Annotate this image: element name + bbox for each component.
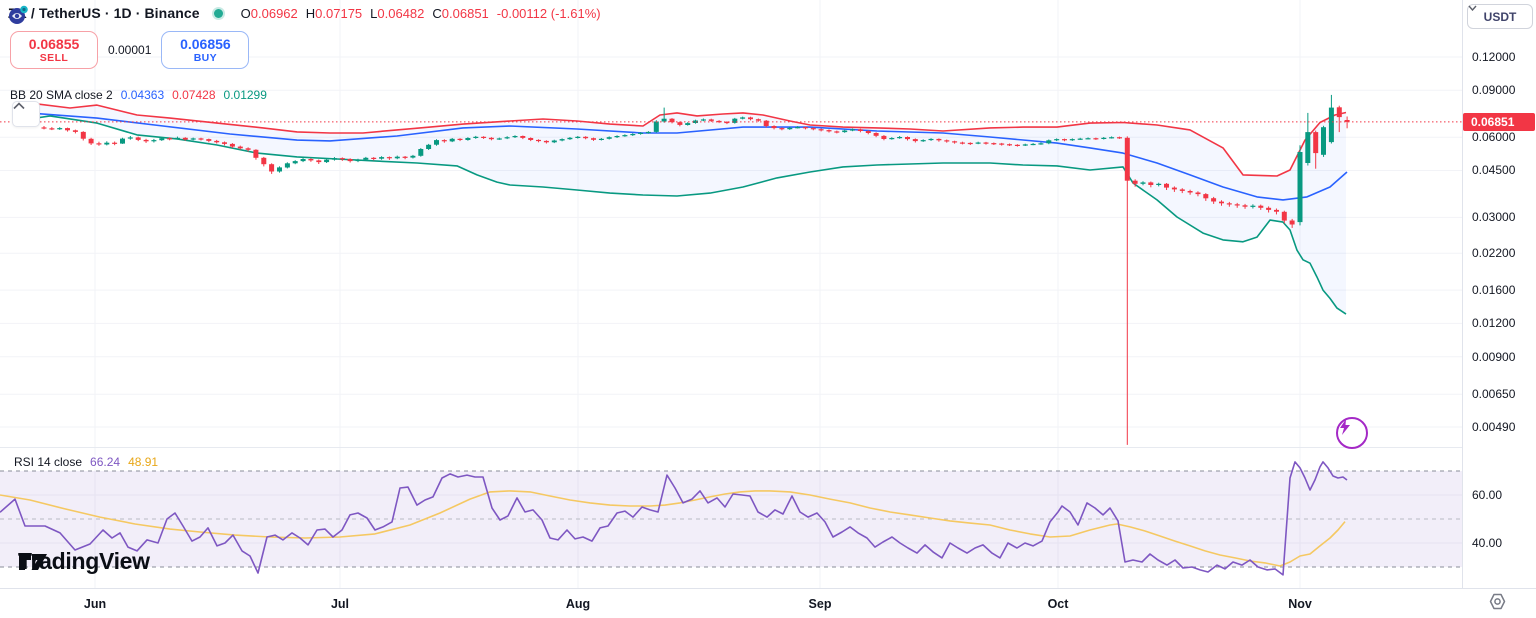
time-axis-month-label[interactable]: Nov: [1288, 597, 1312, 611]
ohlc-values: O0.06962 H0.07175 L0.06482 C0.06851 -0.0…: [240, 5, 601, 21]
rsi-value: 66.24: [90, 455, 121, 469]
rsi-axis-label: 60.00: [1472, 488, 1503, 502]
bb-lower-value: 0.01299: [223, 88, 267, 102]
tradingview-watermark: TradingView: [18, 548, 150, 575]
time-axis-month-label[interactable]: Jul: [330, 597, 350, 611]
bb-indicator-legend[interactable]: BB 20 SMA close 2 0.04363 0.07428 0.0129…: [10, 88, 267, 102]
time-axis-month-label[interactable]: Sep: [808, 597, 832, 611]
pane-divider[interactable]: [0, 447, 1536, 448]
price-axis-label: 0.00900: [1472, 349, 1516, 364]
price-axis-label: 0.02200: [1472, 246, 1516, 261]
tradingview-logo-icon: [19, 554, 47, 570]
bb-basis-value: 0.04363: [120, 88, 165, 102]
price-axis-label: 0.01600: [1472, 283, 1516, 298]
collapse-legend-button[interactable]: [12, 101, 40, 127]
chevron-down-icon: [1468, 5, 1477, 11]
order-panel: 0.06855 SELL 0.00001 0.06856 BUY: [10, 31, 250, 69]
symbol-title[interactable]: ZK / TetherUS · 1D · Binance: [8, 5, 200, 21]
time-axis[interactable]: Jun Jul Aug Sep Oct Nov: [0, 588, 1536, 618]
price-axis-label: 0.12000: [1472, 50, 1516, 64]
price-axis-label: 0.03000: [1472, 210, 1516, 225]
symbol-header: ZK / TetherUS · 1D · Binance O0.06962 H0…: [8, 5, 601, 24]
zk-token-icon: [9, 5, 28, 24]
price-axis-label: 0.06000: [1472, 130, 1516, 145]
timezone-settings-button[interactable]: [1488, 592, 1528, 616]
time-axis-month-label[interactable]: Jun: [83, 597, 107, 611]
price-change: -0.00112 (-1.61%): [496, 5, 601, 21]
time-axis-month-label[interactable]: Aug: [565, 597, 591, 611]
price-axis-label: 0.01200: [1472, 316, 1516, 331]
rsi-legend-title: RSI 14 close: [14, 455, 83, 469]
gridlines-layer: [0, 0, 1462, 588]
price-axis-label: 0.00650: [1472, 387, 1516, 402]
time-axis-month-label[interactable]: Oct: [1047, 597, 1069, 611]
spread-value: 0.00001: [108, 43, 152, 57]
price-axis-label: 0.04500: [1472, 163, 1516, 178]
rsi-axis-label: 40.00: [1472, 536, 1503, 550]
rsi-ma-value: 48.91: [128, 455, 159, 469]
candles-layer: [41, 94, 1350, 445]
bb-legend-title: BB 20 SMA close 2: [10, 88, 113, 102]
buy-button[interactable]: 0.06856 BUY: [161, 31, 250, 69]
lightning-icon: [1340, 419, 1350, 435]
chevron-up-icon: [13, 102, 25, 110]
price-axis-label: 0.09000: [1472, 83, 1516, 98]
currency-selector[interactable]: USDT: [1467, 4, 1533, 29]
sell-button[interactable]: 0.06855 SELL: [10, 31, 98, 69]
rsi-pane-layer: [0, 461, 1462, 576]
settings-gear-icon: [1489, 593, 1506, 610]
current-price-tag: 0.06851: [1463, 112, 1535, 131]
price-axis-label: 0.00490: [1472, 420, 1516, 435]
bb-upper-value: 0.07428: [172, 88, 216, 102]
market-status-dot[interactable]: [213, 8, 223, 18]
boost-button[interactable]: [1336, 417, 1368, 449]
price-axis[interactable]: USDT 0.12000 0.09000 0.06000 0.04500 0.03000…: [1462, 0, 1536, 618]
bollinger-bands-layer: [29, 102, 1348, 315]
rsi-indicator-legend[interactable]: RSI 14 close 66.24 48.91: [10, 455, 163, 469]
